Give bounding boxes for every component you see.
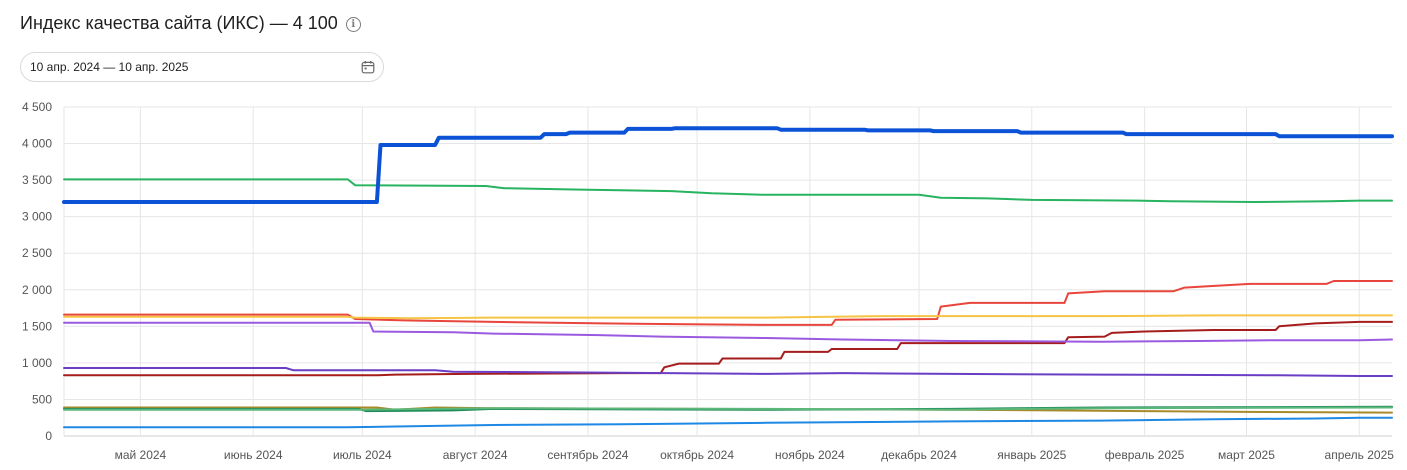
y-tick-label: 4 000 [22, 137, 52, 151]
series-line[interactable] [63, 314, 1393, 320]
info-icon[interactable]: i [345, 16, 361, 32]
x-tick-label: ноябрь 2024 [775, 448, 845, 462]
page-title: Индекс качества сайта (ИКС) — 4 100 [20, 13, 338, 33]
y-axis: 0 500 1 000 1 500 2 000 2 500 3 000 3 500 4 000 4… [22, 100, 52, 443]
series-line[interactable] [63, 406, 1393, 411]
x-tick-label: июль 2024 [333, 448, 392, 462]
x-axis: май 2024 июнь 2024 июль 2024 август 2024 сен… [115, 448, 1395, 462]
y-tick-label: 3 500 [22, 173, 52, 187]
series-line[interactable] [63, 367, 1393, 377]
chart-title-row: Индекс качества сайта (ИКС) — 4 100 i [20, 13, 361, 34]
x-tick-label: сентябрь 2024 [547, 448, 628, 462]
x-tick-label: январь 2025 [997, 448, 1066, 462]
series-line[interactable] [63, 321, 1393, 343]
series-line[interactable] [63, 416, 1393, 429]
x-tick-label: март 2025 [1218, 448, 1275, 462]
x-tick-label: апрель 2025 [1325, 448, 1395, 462]
y-tick-label: 1 500 [22, 319, 52, 333]
series-line[interactable] [63, 280, 1393, 326]
date-range-value: 10 апр. 2024 — 10 апр. 2025 [30, 60, 189, 74]
series-line-main[interactable] [62, 126, 1394, 204]
y-tick-label: 0 [45, 429, 52, 443]
y-tick-label: 4 500 [22, 100, 52, 114]
series-lines [62, 126, 1394, 429]
y-tick-label: 1 000 [22, 356, 52, 370]
y-tick-label: 2 000 [22, 283, 52, 297]
y-tick-label: 3 000 [22, 210, 52, 224]
x-tick-label: октябрь 2024 [660, 448, 734, 462]
date-range-picker[interactable]: 10 апр. 2024 — 10 апр. 2025 [20, 52, 384, 82]
grid-lines [63, 106, 1392, 437]
series-line[interactable] [63, 178, 1393, 203]
x-tick-label: май 2024 [115, 448, 167, 462]
x-tick-label: февраль 2025 [1105, 448, 1185, 462]
x-tick-label: декабрь 2024 [881, 448, 957, 462]
y-tick-label: 500 [32, 392, 52, 406]
x-tick-label: август 2024 [443, 448, 508, 462]
x-tick-label: июнь 2024 [224, 448, 283, 462]
y-tick-label: 2 500 [22, 246, 52, 260]
calendar-icon[interactable] [361, 60, 375, 74]
